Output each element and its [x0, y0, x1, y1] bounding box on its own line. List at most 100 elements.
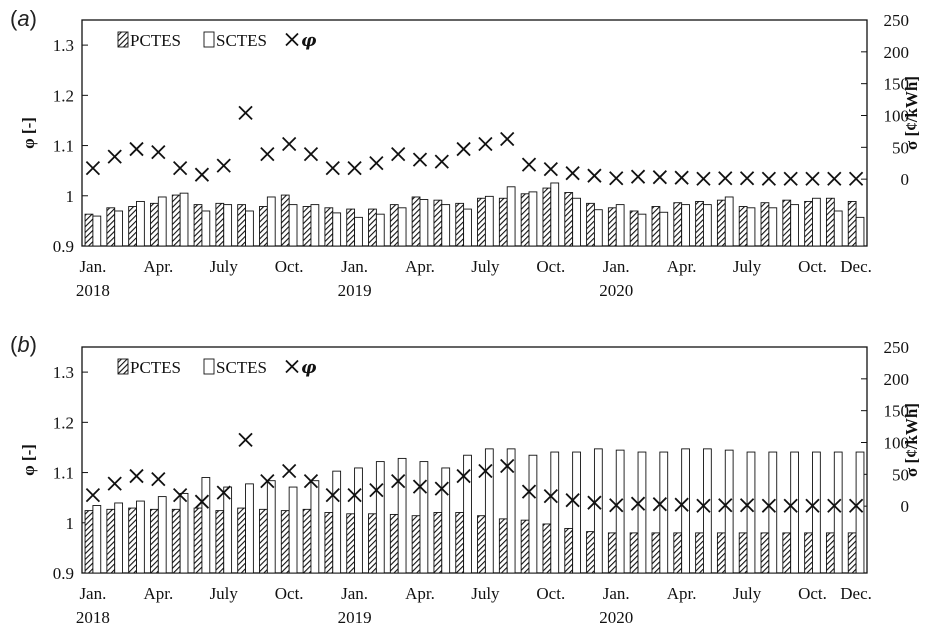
bar-pctes: [847, 200, 857, 247]
bar-sctes: [637, 451, 647, 574]
bar-sctes: [266, 480, 276, 574]
phi-marker: [107, 476, 122, 491]
bar-sctes: [179, 192, 189, 247]
bar-pctes: [629, 532, 639, 574]
x-tick-year: 2019: [338, 608, 372, 627]
phi-marker: [500, 458, 515, 474]
bar-pctes: [629, 210, 639, 247]
bar-sctes: [375, 213, 385, 247]
legend-label-phi: φ: [301, 358, 317, 378]
bar-pctes: [106, 508, 116, 574]
bar-sctes: [615, 449, 625, 574]
phi-marker: [848, 498, 864, 513]
phi-marker: [151, 144, 166, 160]
x-tick-label: Dec.: [840, 584, 872, 603]
bar-pctes: [825, 532, 835, 574]
x-tick-label: Jan.: [79, 257, 106, 276]
x-tick-year: 2020: [599, 281, 633, 300]
bar-pctes: [237, 507, 246, 574]
bar-pctes: [84, 510, 94, 574]
bar-sctes: [746, 451, 756, 574]
bar-sctes: [92, 505, 102, 574]
x-tick-label: Oct.: [798, 257, 827, 276]
bar-pctes: [150, 508, 159, 574]
phi-marker: [282, 463, 297, 479]
bar-pctes: [280, 194, 290, 247]
left-y-tick-label: 1.3: [53, 363, 74, 382]
phi-marker: [565, 166, 580, 181]
bar-sctes: [114, 502, 124, 574]
legend-label-pctes: PCTES: [130, 31, 181, 50]
phi-marker: [172, 161, 188, 176]
x-tick-year: 2019: [338, 281, 372, 300]
phi-marker: [85, 161, 101, 176]
bar-sctes: [136, 500, 145, 574]
bar-pctes: [433, 199, 443, 247]
left-y-tick-label: 1.1: [53, 464, 74, 483]
x-tick-label: Apr.: [405, 257, 435, 276]
bar-sctes: [528, 454, 538, 574]
legend-label-pctes: PCTES: [130, 358, 181, 377]
bar-sctes: [157, 496, 167, 574]
phi-marker: [391, 146, 406, 162]
legend-swatch-phi: [285, 32, 299, 47]
phi-marker: [783, 498, 798, 513]
phi-marker: [85, 488, 101, 503]
phi-marker: [412, 479, 428, 494]
bar-sctes: [506, 448, 516, 574]
phi-marker: [805, 498, 820, 513]
bar-sctes: [463, 454, 472, 574]
phi-marker: [129, 141, 144, 157]
x-tick-year: 2018: [76, 281, 110, 300]
x-tick-year: 2020: [599, 608, 633, 627]
bar-pctes: [259, 508, 268, 574]
bar-sctes: [397, 207, 407, 247]
phi-marker: [194, 494, 210, 509]
bar-sctes: [550, 451, 560, 574]
bar-pctes: [368, 208, 377, 247]
left-axis-title: φ [-]: [19, 117, 38, 149]
bar-sctes: [593, 209, 603, 247]
x-tick-label: Apr.: [667, 257, 697, 276]
bar-sctes: [245, 210, 254, 247]
bar-pctes: [782, 199, 792, 247]
bar-pctes: [455, 512, 465, 574]
phi-marker: [761, 171, 777, 186]
bar-pctes: [433, 512, 443, 574]
right-axis-title: σ [¢/kWh]: [902, 76, 921, 150]
x-tick-label: Jan.: [603, 584, 630, 603]
bar-sctes: [266, 196, 276, 247]
legend-swatch-pctes: [117, 31, 129, 48]
bar-pctes: [542, 187, 552, 247]
bar-sctes: [354, 216, 363, 247]
phi-marker: [325, 488, 340, 503]
bar-pctes: [586, 531, 595, 574]
legend-swatch-pctes: [117, 358, 129, 375]
bar-sctes: [790, 204, 799, 247]
bar-pctes: [302, 508, 312, 574]
bar-pctes: [128, 507, 137, 574]
bar-pctes: [542, 523, 552, 574]
phi-marker: [216, 485, 231, 500]
bar-pctes: [804, 532, 813, 574]
bar-sctes: [484, 195, 494, 247]
bar-pctes: [237, 204, 246, 247]
bar-pctes: [368, 513, 377, 574]
phi-marker: [652, 170, 667, 185]
bar-sctes: [354, 467, 363, 574]
bar-sctes: [681, 204, 690, 247]
bar-pctes: [411, 515, 421, 574]
phi-marker: [194, 167, 210, 182]
bar-pctes: [716, 199, 726, 247]
phi-marker: [478, 463, 493, 479]
phi-marker: [434, 481, 449, 496]
left-y-tick-label: 1.2: [53, 413, 74, 432]
phi-marker: [369, 155, 384, 171]
bar-sctes: [681, 448, 690, 574]
x-tick-label: Oct.: [536, 257, 565, 276]
bar-sctes: [615, 204, 625, 247]
bar-pctes: [215, 202, 225, 247]
left-y-tick-label: 1: [66, 187, 75, 206]
left-y-tick-label: 1: [66, 514, 75, 533]
bar-pctes: [607, 207, 617, 247]
